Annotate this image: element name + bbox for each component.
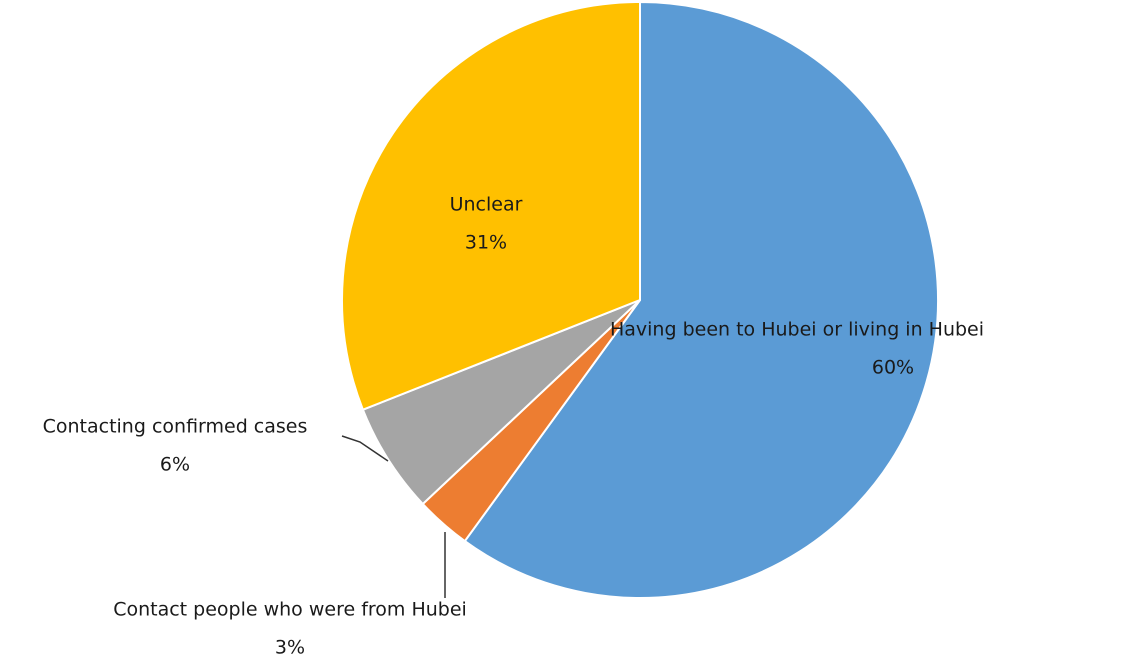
slice-label: Contact people who were from Hubei: [113, 599, 467, 621]
slice-label: Contacting confirmed cases: [43, 416, 308, 438]
value-label: 60%: [872, 357, 914, 379]
value-label: 6%: [160, 454, 190, 476]
value-label: 3%: [275, 637, 305, 657]
pie-slice: [341, 0, 641, 411]
leader-line: [341, 435, 389, 462]
slice-label: Unclear: [450, 194, 523, 216]
pie: [341, 0, 939, 599]
labels: Having been to Hubei or living in Hubei 6…: [43, 194, 984, 657]
pie-slice: [463, 0, 939, 599]
value-label: 31%: [465, 232, 507, 254]
slice-label: Having been to Hubei or living in Hubei: [610, 319, 984, 341]
